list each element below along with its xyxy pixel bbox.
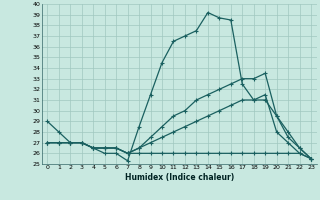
X-axis label: Humidex (Indice chaleur): Humidex (Indice chaleur) (124, 173, 234, 182)
